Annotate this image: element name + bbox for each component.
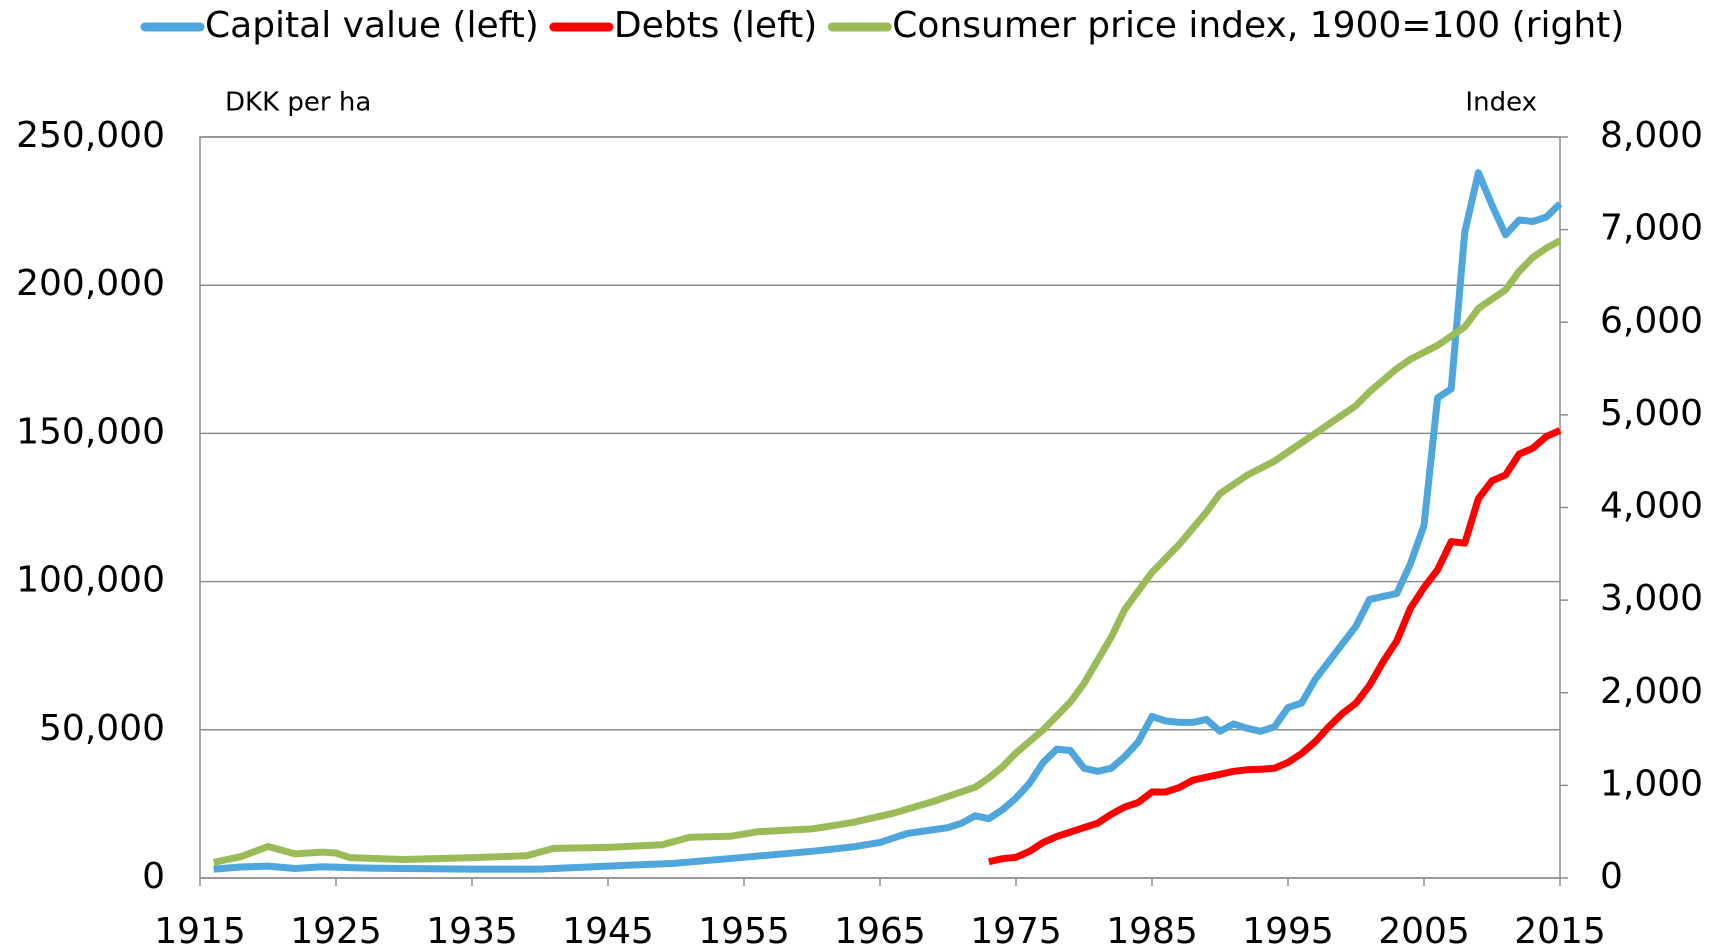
x-tick-label: 1975	[970, 911, 1062, 949]
x-tick-label: 1925	[290, 911, 382, 949]
x-tick-label: 1955	[698, 911, 790, 949]
y2-tick-label: 3,000	[1600, 578, 1703, 619]
series-line	[988, 427, 1562, 866]
y2-tick-label: 2,000	[1600, 671, 1703, 712]
y2-tick-label: 6,000	[1600, 300, 1703, 341]
x-tick-label: 1945	[562, 911, 654, 949]
y-tick-label: 250,000	[16, 115, 165, 156]
y2-tick-label: 4,000	[1600, 486, 1703, 527]
plot-frame	[199, 136, 1561, 879]
x-tick-label: 1965	[834, 911, 926, 949]
y2-tick-label: 8,000	[1600, 115, 1703, 156]
y-tick-label: 50,000	[39, 708, 165, 749]
y2-axis-label: Index	[1465, 88, 1537, 118]
y-tick-label: 0	[142, 856, 165, 897]
series-line	[213, 169, 1563, 873]
y2-tick-label: 0	[1600, 856, 1623, 897]
x-tick-label: 1985	[1106, 911, 1198, 949]
y2-tick-label: 7,000	[1600, 208, 1703, 249]
series-line	[212, 237, 1562, 866]
legend-label: Debts (left)	[614, 5, 817, 46]
y2-tick-label: 1,000	[1600, 763, 1703, 804]
x-tick-label: 2015	[1514, 911, 1606, 949]
x-tick-label: 1935	[426, 911, 518, 949]
y2-tick-label: 5,000	[1600, 393, 1703, 434]
y-tick-label: 100,000	[16, 560, 165, 601]
x-tick-label: 1915	[154, 911, 246, 949]
legend-label: Consumer price index, 1900=100 (right)	[892, 5, 1624, 46]
x-tick-label: 2005	[1378, 911, 1470, 949]
x-tick-label: 1995	[1242, 911, 1334, 949]
y-axis-label: DKK per ha	[225, 88, 371, 118]
legend-label: Capital value (left)	[205, 5, 539, 46]
y-tick-label: 200,000	[16, 263, 165, 304]
y-tick-label: 150,000	[16, 411, 165, 452]
